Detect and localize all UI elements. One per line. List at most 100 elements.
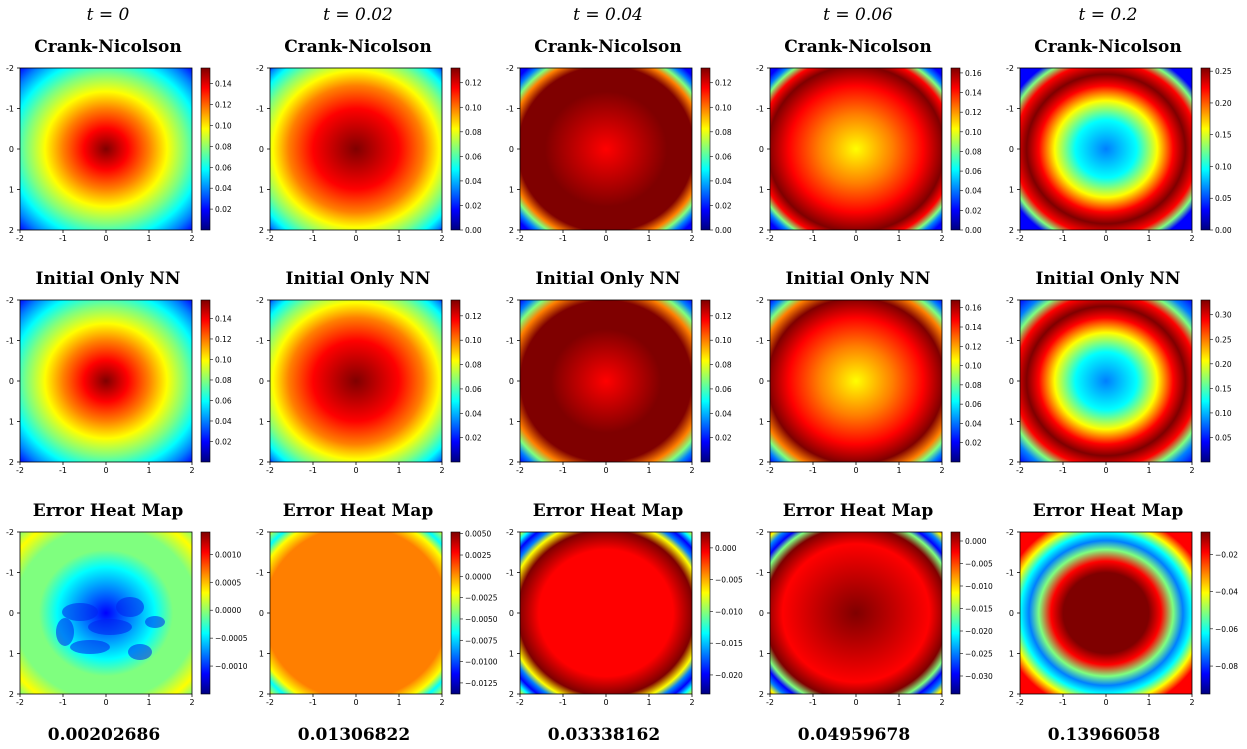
time-label: t = 0 — [87, 5, 130, 25]
colorbar-tick-label: 0.12 — [465, 312, 482, 321]
x-tick-label: -1 — [809, 466, 817, 475]
x-tick-label: 2 — [439, 698, 444, 707]
y-tick-label: -1 — [756, 105, 764, 114]
colorbar-tick-label: 0.02 — [715, 201, 732, 210]
panel-title: Error Heat Map — [1033, 501, 1184, 521]
colorbar-tick-label: −0.02 — [1215, 550, 1238, 559]
x-tick-label: -1 — [559, 234, 567, 243]
y-tick-label: 2 — [509, 226, 514, 235]
colorbar-tick-label: 0.08 — [465, 361, 482, 370]
error-blob — [56, 618, 74, 646]
x-tick-label: 1 — [896, 698, 901, 707]
panel-title: Crank-Nicolson — [34, 37, 181, 57]
colorbar-tick-label: 0.14 — [215, 80, 232, 89]
heatmap-field — [520, 532, 692, 694]
heatmap-field — [770, 68, 942, 230]
panel-title: Initial Only NN — [536, 269, 681, 289]
y-tick-label: 2 — [259, 690, 264, 699]
x-tick-label: 2 — [1189, 466, 1194, 475]
x-tick-label: 1 — [146, 234, 151, 243]
x-tick-label: 1 — [1146, 466, 1151, 475]
y-tick-label: -1 — [6, 337, 14, 346]
x-tick-label: 2 — [1189, 698, 1194, 707]
x-tick-label: -1 — [1059, 234, 1067, 243]
colorbar-tick-label: −0.015 — [715, 639, 743, 648]
colorbar-tick-label: 0.10 — [215, 355, 232, 364]
error-blob — [62, 603, 98, 621]
y-tick-label: 2 — [1009, 226, 1014, 235]
x-tick-label: -1 — [59, 466, 67, 475]
y-tick-label: 2 — [759, 690, 764, 699]
x-tick-label: 2 — [939, 234, 944, 243]
colorbar-tick-label: −0.015 — [965, 605, 993, 614]
panel-title: Error Heat Map — [283, 501, 434, 521]
colorbar — [200, 299, 211, 463]
x-tick-label: -2 — [766, 234, 774, 243]
heatmap-panel: Initial Only NN-2 -1 0 1 2-2-10120.020.040.0… — [6, 269, 232, 475]
colorbar — [700, 531, 711, 695]
y-tick-label: 0 — [1009, 377, 1014, 386]
y-tick-label: 1 — [509, 418, 514, 427]
x-tick-label: 0 — [1103, 234, 1108, 243]
x-tick-label: -1 — [59, 698, 67, 707]
panel-title: Error Heat Map — [533, 501, 684, 521]
colorbar-tick-label: −0.0025 — [465, 594, 498, 603]
y-tick-label: 0 — [9, 377, 14, 386]
heatmap-field — [270, 68, 442, 230]
x-tick-label: -1 — [809, 698, 817, 707]
y-tick-label: 1 — [1009, 418, 1014, 427]
x-tick-label: 1 — [896, 466, 901, 475]
colorbar-tick-label: 0.15 — [1215, 131, 1232, 140]
y-tick-label: 1 — [759, 186, 764, 195]
colorbar-tick-label: 0.04 — [215, 184, 232, 193]
x-tick-label: -1 — [1059, 466, 1067, 475]
y-tick-label: 0 — [759, 145, 764, 154]
colorbar-tick-label: 0.06 — [965, 400, 982, 409]
colorbar-tick-label: 0.08 — [715, 361, 732, 370]
x-tick-label: 1 — [396, 698, 401, 707]
colorbar-tick-label: 0.06 — [715, 152, 732, 161]
x-tick-label: -1 — [309, 234, 317, 243]
colorbar-tick-label: 0.12 — [965, 342, 982, 351]
colorbar-tick-label: −0.08 — [1215, 662, 1238, 671]
x-tick-label: 1 — [146, 698, 151, 707]
colorbar-tick-label: 0.02 — [215, 205, 232, 214]
colorbar-tick-label: −0.0125 — [465, 679, 498, 688]
y-tick-label: 0 — [509, 145, 514, 154]
y-tick-label: 1 — [259, 418, 264, 427]
colorbar-tick-label: 0.12 — [715, 79, 732, 88]
x-tick-label: 1 — [146, 466, 151, 475]
colorbar-tick-label: 0.0025 — [465, 551, 491, 560]
colorbar-tick-label: 0.02 — [215, 437, 232, 446]
colorbar — [450, 531, 461, 695]
y-tick-label: -2 — [756, 64, 764, 73]
colorbar-tick-label: 0.08 — [965, 381, 982, 390]
colorbar-tick-label: −0.005 — [965, 560, 993, 569]
y-tick-label: 0 — [1009, 609, 1014, 618]
x-tick-label: 1 — [896, 234, 901, 243]
colorbar-tick-label: 0.04 — [465, 409, 482, 418]
colorbar-tick-label: 0.05 — [1215, 194, 1232, 203]
colorbar-tick-label: 0.02 — [465, 201, 482, 210]
panel-title: Error Heat Map — [783, 501, 934, 521]
colorbar-tick-label: 0.14 — [215, 314, 232, 323]
x-tick-label: 0 — [103, 466, 108, 475]
colorbar-tick-label: 0.10 — [715, 336, 732, 345]
x-tick-label: 2 — [439, 234, 444, 243]
x-tick-label: -1 — [559, 698, 567, 707]
colorbar-tick-label: 0.10 — [465, 103, 482, 112]
y-tick-label: 2 — [9, 458, 14, 467]
colorbar-tick-label: 0.08 — [715, 128, 732, 137]
y-tick-label: -2 — [256, 64, 264, 73]
error-value: 0.13966058 — [1048, 725, 1160, 745]
heatmap-field — [1020, 532, 1192, 694]
x-tick-label: 2 — [1189, 234, 1194, 243]
heatmap-panel: Initial Only NN-2 -1 0 1 2-2-10120.020.040.0… — [756, 269, 982, 475]
colorbar-tick-label: −0.0050 — [465, 615, 498, 624]
colorbar-tick-label: 0.12 — [215, 335, 232, 344]
y-tick-label: -1 — [256, 105, 264, 114]
y-tick-label: 0 — [9, 145, 14, 154]
colorbar-tick-label: 0.25 — [1215, 67, 1232, 76]
x-tick-label: 2 — [939, 466, 944, 475]
